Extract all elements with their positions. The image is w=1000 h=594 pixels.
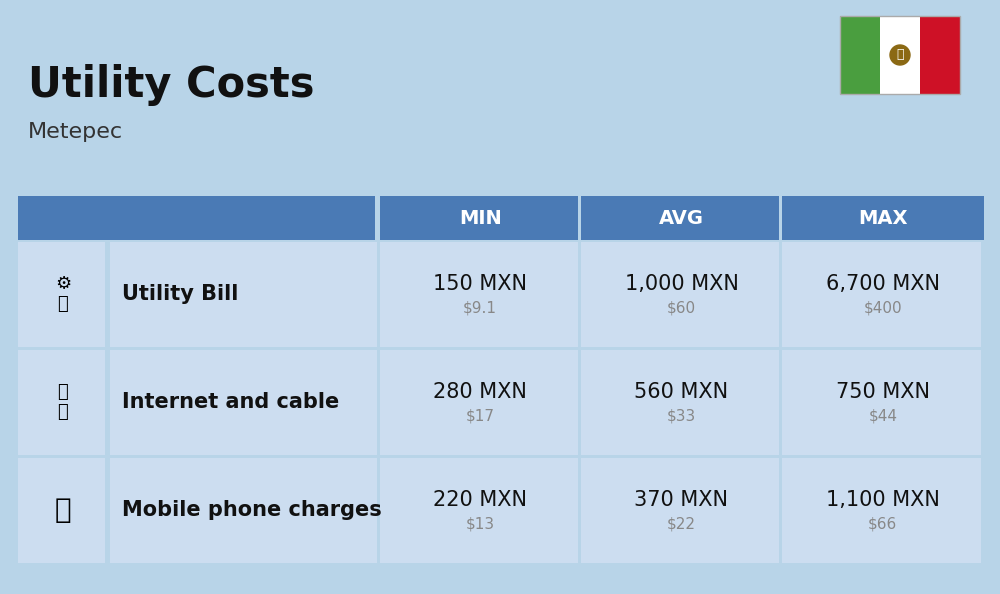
Text: 370 MXN: 370 MXN (635, 490, 728, 510)
Bar (110, 242, 376, 346)
Text: 📶
🖥: 📶 🖥 (58, 383, 68, 421)
Bar (581, 196, 779, 240)
Bar (840, 16, 880, 94)
Bar (110, 457, 376, 563)
Text: Mobile phone charges: Mobile phone charges (122, 500, 381, 520)
Bar (782, 349, 981, 454)
Text: 🦅: 🦅 (896, 49, 904, 62)
Text: $400: $400 (864, 301, 902, 315)
Text: 150 MXN: 150 MXN (433, 274, 527, 294)
Text: 560 MXN: 560 MXN (634, 382, 729, 402)
Bar (840, 16, 960, 94)
Bar (380, 196, 578, 240)
Bar (920, 16, 960, 94)
Text: $44: $44 (868, 409, 897, 424)
Bar (581, 242, 779, 346)
Bar (581, 349, 779, 454)
Text: $17: $17 (466, 409, 495, 424)
Bar (380, 349, 578, 454)
Text: $33: $33 (667, 409, 696, 424)
Text: $66: $66 (868, 517, 897, 532)
Text: Utility Bill: Utility Bill (122, 284, 238, 304)
Text: Internet and cable: Internet and cable (122, 392, 339, 412)
Bar (18, 196, 375, 240)
Bar (581, 457, 779, 563)
Text: Metepec: Metepec (28, 122, 123, 142)
Bar (18, 457, 105, 563)
Bar (782, 457, 981, 563)
Text: $9.1: $9.1 (463, 301, 497, 315)
Bar (18, 349, 105, 454)
Text: $13: $13 (466, 517, 495, 532)
Text: 220 MXN: 220 MXN (433, 490, 527, 510)
Text: 6,700 MXN: 6,700 MXN (826, 274, 940, 294)
Text: $22: $22 (667, 517, 696, 532)
Text: 1,100 MXN: 1,100 MXN (826, 490, 940, 510)
Text: Utility Costs: Utility Costs (28, 64, 314, 106)
Text: MAX: MAX (858, 208, 908, 228)
Bar (782, 196, 984, 240)
Text: 750 MXN: 750 MXN (836, 382, 930, 402)
Text: 280 MXN: 280 MXN (433, 382, 527, 402)
Bar (110, 349, 376, 454)
Circle shape (890, 45, 910, 65)
Text: $60: $60 (667, 301, 696, 315)
Text: 📱: 📱 (55, 496, 71, 524)
Text: MIN: MIN (459, 208, 502, 228)
Bar (380, 457, 578, 563)
Text: 1,000 MXN: 1,000 MXN (625, 274, 738, 294)
Bar (18, 242, 105, 346)
Text: AVG: AVG (659, 208, 704, 228)
Text: ⚙
🔌: ⚙ 🔌 (55, 274, 71, 314)
Bar (782, 242, 981, 346)
Bar (380, 242, 578, 346)
Bar (880, 16, 920, 94)
